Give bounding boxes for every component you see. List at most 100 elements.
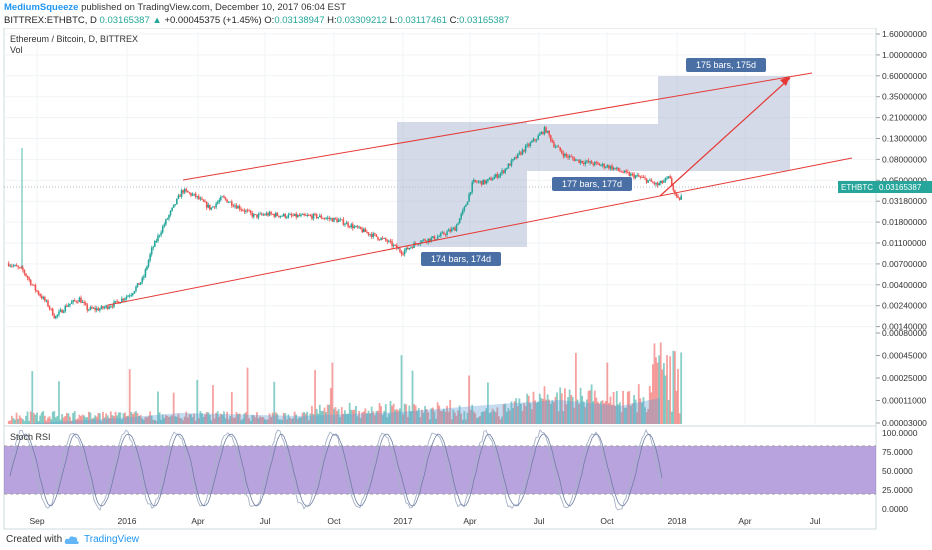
candle-body (179, 195, 181, 197)
time-tick-label: 2016 (118, 516, 137, 526)
volume-bar (326, 404, 329, 424)
volume-bar (433, 411, 436, 424)
candle-body (670, 178, 673, 186)
candle-body (491, 179, 494, 181)
candle-body (342, 219, 345, 225)
candle-body (348, 226, 351, 228)
volume-bar (48, 416, 51, 424)
candle-body (80, 297, 82, 303)
candle-body (504, 168, 507, 173)
volume-bar (356, 416, 359, 424)
price-axis[interactable]: 1.60000000 1.00000000 0.60000000 0.35000000… (876, 29, 927, 514)
volume-bar (237, 413, 240, 424)
volume-bar (391, 405, 393, 424)
candle-body (614, 167, 616, 169)
candle-body (381, 237, 384, 239)
candle-body (262, 214, 265, 216)
candle-body (44, 297, 46, 301)
candle-body (678, 197, 681, 200)
candle-body (549, 135, 552, 141)
candle-body (174, 204, 177, 206)
candle-body (248, 210, 250, 212)
volume-bar (465, 419, 467, 424)
time-axis[interactable]: Sep 2016 Apr Jul Oct 2017 Apr Jul Oct 2018 Apr Jul (29, 516, 820, 526)
volume-bar (446, 405, 448, 424)
candle-body (369, 234, 371, 236)
price-tick-label: 1.60000000 (882, 29, 927, 39)
volume-bar (428, 419, 431, 424)
chart-canvas[interactable]: 174 bars, 174d 177 bars, 177d 175 bars, 17… (0, 28, 932, 530)
candle-body (523, 149, 525, 152)
volume-bar (183, 416, 186, 424)
candle-body (449, 229, 452, 232)
volume-bar (392, 403, 395, 424)
volume-bar (75, 419, 78, 424)
volume-bar (658, 355, 661, 424)
volume-bar (560, 393, 563, 424)
candle-body (584, 161, 587, 164)
volume-bar (499, 419, 502, 424)
volume-tick-label: 0.00003000 (882, 418, 927, 428)
candle-body (23, 270, 26, 274)
trend-channel[interactable] (107, 72, 853, 306)
volume-bar (656, 362, 659, 424)
candle-body (573, 158, 576, 161)
tradingview-brand[interactable]: TradingView (84, 534, 140, 545)
volume-bar (207, 412, 210, 424)
volume-bar (348, 402, 351, 424)
candle-body (224, 197, 227, 200)
candle-body (568, 156, 571, 158)
candle-body (205, 201, 208, 208)
volume-bar (590, 384, 593, 424)
high-value: 0.03309212 (336, 15, 387, 26)
volume-bar (554, 396, 557, 424)
candle-body (399, 248, 401, 252)
candle-body (297, 215, 299, 218)
candle-body (661, 180, 664, 183)
candle-body (325, 218, 327, 219)
measure-boxes (397, 76, 790, 247)
volume-bar (43, 415, 46, 424)
volume-bar (252, 415, 255, 424)
candle-body (601, 163, 604, 166)
volume-bar (540, 397, 543, 424)
volume-bar (406, 416, 409, 424)
candle-body (341, 219, 343, 221)
candle-body (452, 227, 455, 229)
candle-body (545, 127, 547, 133)
candle-body (45, 300, 48, 302)
candle-body (188, 192, 191, 194)
candle-body (94, 307, 96, 310)
volume-bar (322, 411, 324, 424)
volume-bar (504, 403, 507, 424)
candle-body (301, 213, 304, 215)
volume-bar (535, 402, 538, 424)
volume-bar (490, 412, 492, 424)
volume-bar (235, 412, 238, 424)
candle-body (336, 219, 338, 223)
author-link[interactable]: MediumSqueeze (4, 2, 79, 13)
candle-body (512, 158, 514, 161)
candle-body (507, 163, 510, 169)
candle-body (40, 295, 43, 299)
volume-bar (436, 402, 439, 424)
volume-bar (556, 392, 558, 424)
candle-body (487, 179, 489, 181)
volume-bar (175, 416, 178, 424)
volume-bar (69, 416, 71, 424)
candle-body (344, 224, 346, 225)
candle-body (29, 279, 32, 285)
candle-body (400, 251, 403, 255)
volume-bar (21, 419, 24, 424)
candle-body (524, 145, 527, 152)
volume-bar (311, 405, 313, 424)
candle-body (150, 247, 153, 255)
candle-body (141, 277, 144, 283)
candle-body (482, 179, 485, 185)
volume-bar (384, 404, 387, 424)
candle-body (358, 226, 360, 228)
volume-bar (169, 416, 172, 424)
volume-bar (23, 420, 26, 424)
volume-bar (337, 409, 340, 424)
volume-bar (639, 398, 642, 424)
